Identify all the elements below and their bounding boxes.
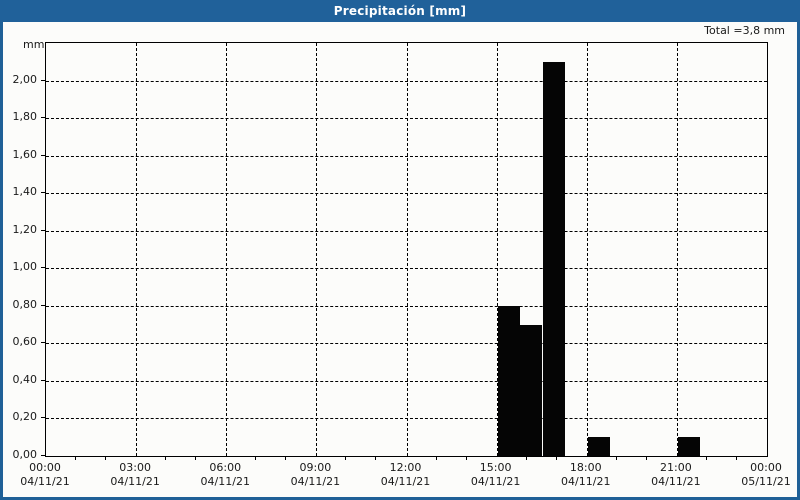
y-axis-tick-label: 0,40 xyxy=(12,372,38,386)
x-axis-minor-tick xyxy=(645,456,647,460)
x-axis-tick-label: 06:00 04/11/21 xyxy=(185,461,265,489)
x-axis-tick-label: 18:00 04/11/21 xyxy=(546,461,626,489)
x-axis-tick-label: 00:00 04/11/21 xyxy=(5,461,85,489)
x-axis-tick-time: 06:00 xyxy=(209,461,242,474)
x-axis-tick-time: 12:00 xyxy=(389,461,422,474)
y-axis-tick-label: 0,80 xyxy=(12,297,38,311)
x-axis-tick-date: 04/11/21 xyxy=(290,475,341,488)
y-axis-tick-mark xyxy=(41,192,45,194)
plot-area xyxy=(45,42,768,457)
y-axis-tick-label: 2,00 xyxy=(12,72,38,86)
x-axis-minor-tick xyxy=(195,456,197,460)
y-axis-tick-mark xyxy=(41,417,45,419)
gridline-vertical xyxy=(676,43,678,456)
y-axis-tick-mark xyxy=(41,379,45,381)
x-axis-minor-tick xyxy=(465,456,467,460)
x-axis-minor-tick xyxy=(705,456,707,460)
x-axis-tick-label: 00:00 05/11/21 xyxy=(726,461,800,489)
x-axis-tick-label: 03:00 04/11/21 xyxy=(95,461,175,489)
x-axis-tick-time: 00:00 xyxy=(750,461,782,474)
bar-0 xyxy=(497,305,520,456)
x-axis-tick-date: 04/11/21 xyxy=(651,475,701,488)
y-axis-tick-label: 1,40 xyxy=(12,185,38,199)
y-axis-tick-label: 0,00 xyxy=(12,448,38,461)
y-axis-tick-label: 1,60 xyxy=(12,147,38,161)
gridline-vertical xyxy=(136,43,138,456)
x-axis-minor-tick xyxy=(735,456,737,460)
x-axis-tick-time: 00:00 xyxy=(29,461,61,474)
y-axis-tick-label: 0,20 xyxy=(12,410,38,424)
y-axis-tick-label: 1,00 xyxy=(12,260,38,274)
x-axis-tick-time: 15:00 xyxy=(479,461,512,474)
total-annotation: Total =3,8 mm xyxy=(704,24,785,37)
gridline-vertical xyxy=(586,43,588,456)
x-axis-tick-date: 04/11/21 xyxy=(200,475,250,488)
bar-2 xyxy=(542,61,565,456)
x-axis-tick-date: 04/11/21 xyxy=(110,475,160,488)
y-axis-tick-mark xyxy=(41,79,45,81)
y-axis-tick-mark xyxy=(41,117,45,119)
x-axis-minor-tick xyxy=(375,456,377,460)
y-axis-tick-label: 1,80 xyxy=(12,110,38,124)
y-axis-tick-label: 1,20 xyxy=(12,222,38,236)
y-axis-tick-label: 0,60 xyxy=(12,335,38,349)
y-axis-tick-mark xyxy=(41,229,45,231)
x-axis-minor-tick xyxy=(615,456,617,460)
x-axis-tick-time: 03:00 xyxy=(119,461,151,474)
x-axis-tick-date: 04/11/21 xyxy=(20,475,70,488)
y-axis-tick-mark xyxy=(41,304,45,306)
x-axis-tick-label: 12:00 04/11/21 xyxy=(366,461,446,489)
gridline-vertical xyxy=(406,43,408,456)
x-axis-minor-tick xyxy=(255,456,257,460)
gridline-vertical xyxy=(496,43,498,456)
page-title: Precipitación [mm] xyxy=(333,4,467,18)
x-axis-tick-time: 18:00 xyxy=(569,461,602,474)
y-axis-tick-mark xyxy=(41,455,45,456)
x-axis-tick-date: 04/11/21 xyxy=(380,475,431,488)
x-axis-minor-tick xyxy=(525,456,527,460)
gridline-vertical xyxy=(226,43,228,456)
y-axis-tick-mark xyxy=(41,267,45,269)
x-axis-tick-date: 04/11/21 xyxy=(470,475,521,488)
x-axis-tick-time: 09:00 xyxy=(299,461,332,474)
x-axis-minor-tick xyxy=(165,456,167,460)
x-axis-minor-tick xyxy=(105,456,107,460)
x-axis-tick-date: 04/11/21 xyxy=(561,475,611,488)
x-axis-tick-label: 15:00 04/11/21 xyxy=(456,461,536,489)
x-axis-tick-time: 21:00 xyxy=(660,461,692,474)
window-title-bar: Precipitación [mm] xyxy=(0,0,800,22)
x-axis-minor-tick xyxy=(435,456,437,460)
x-axis-tick-date: 05/11/21 xyxy=(741,475,791,488)
x-axis-minor-tick xyxy=(285,456,287,460)
bar-4 xyxy=(677,437,700,456)
x-axis-minor-tick xyxy=(345,456,347,460)
x-axis-tick-label: 21:00 04/11/21 xyxy=(636,461,716,489)
y-axis-unit-label: mm xyxy=(23,38,45,51)
y-axis-tick-mark xyxy=(41,154,45,156)
x-axis-minor-tick xyxy=(75,456,77,460)
bar-3 xyxy=(587,437,610,456)
y-axis-tick-mark xyxy=(41,342,45,344)
bar-1 xyxy=(520,324,543,456)
x-axis-tick-label: 09:00 04/11/21 xyxy=(275,461,355,489)
gridline-vertical xyxy=(316,43,318,456)
x-axis-minor-tick xyxy=(555,456,557,460)
